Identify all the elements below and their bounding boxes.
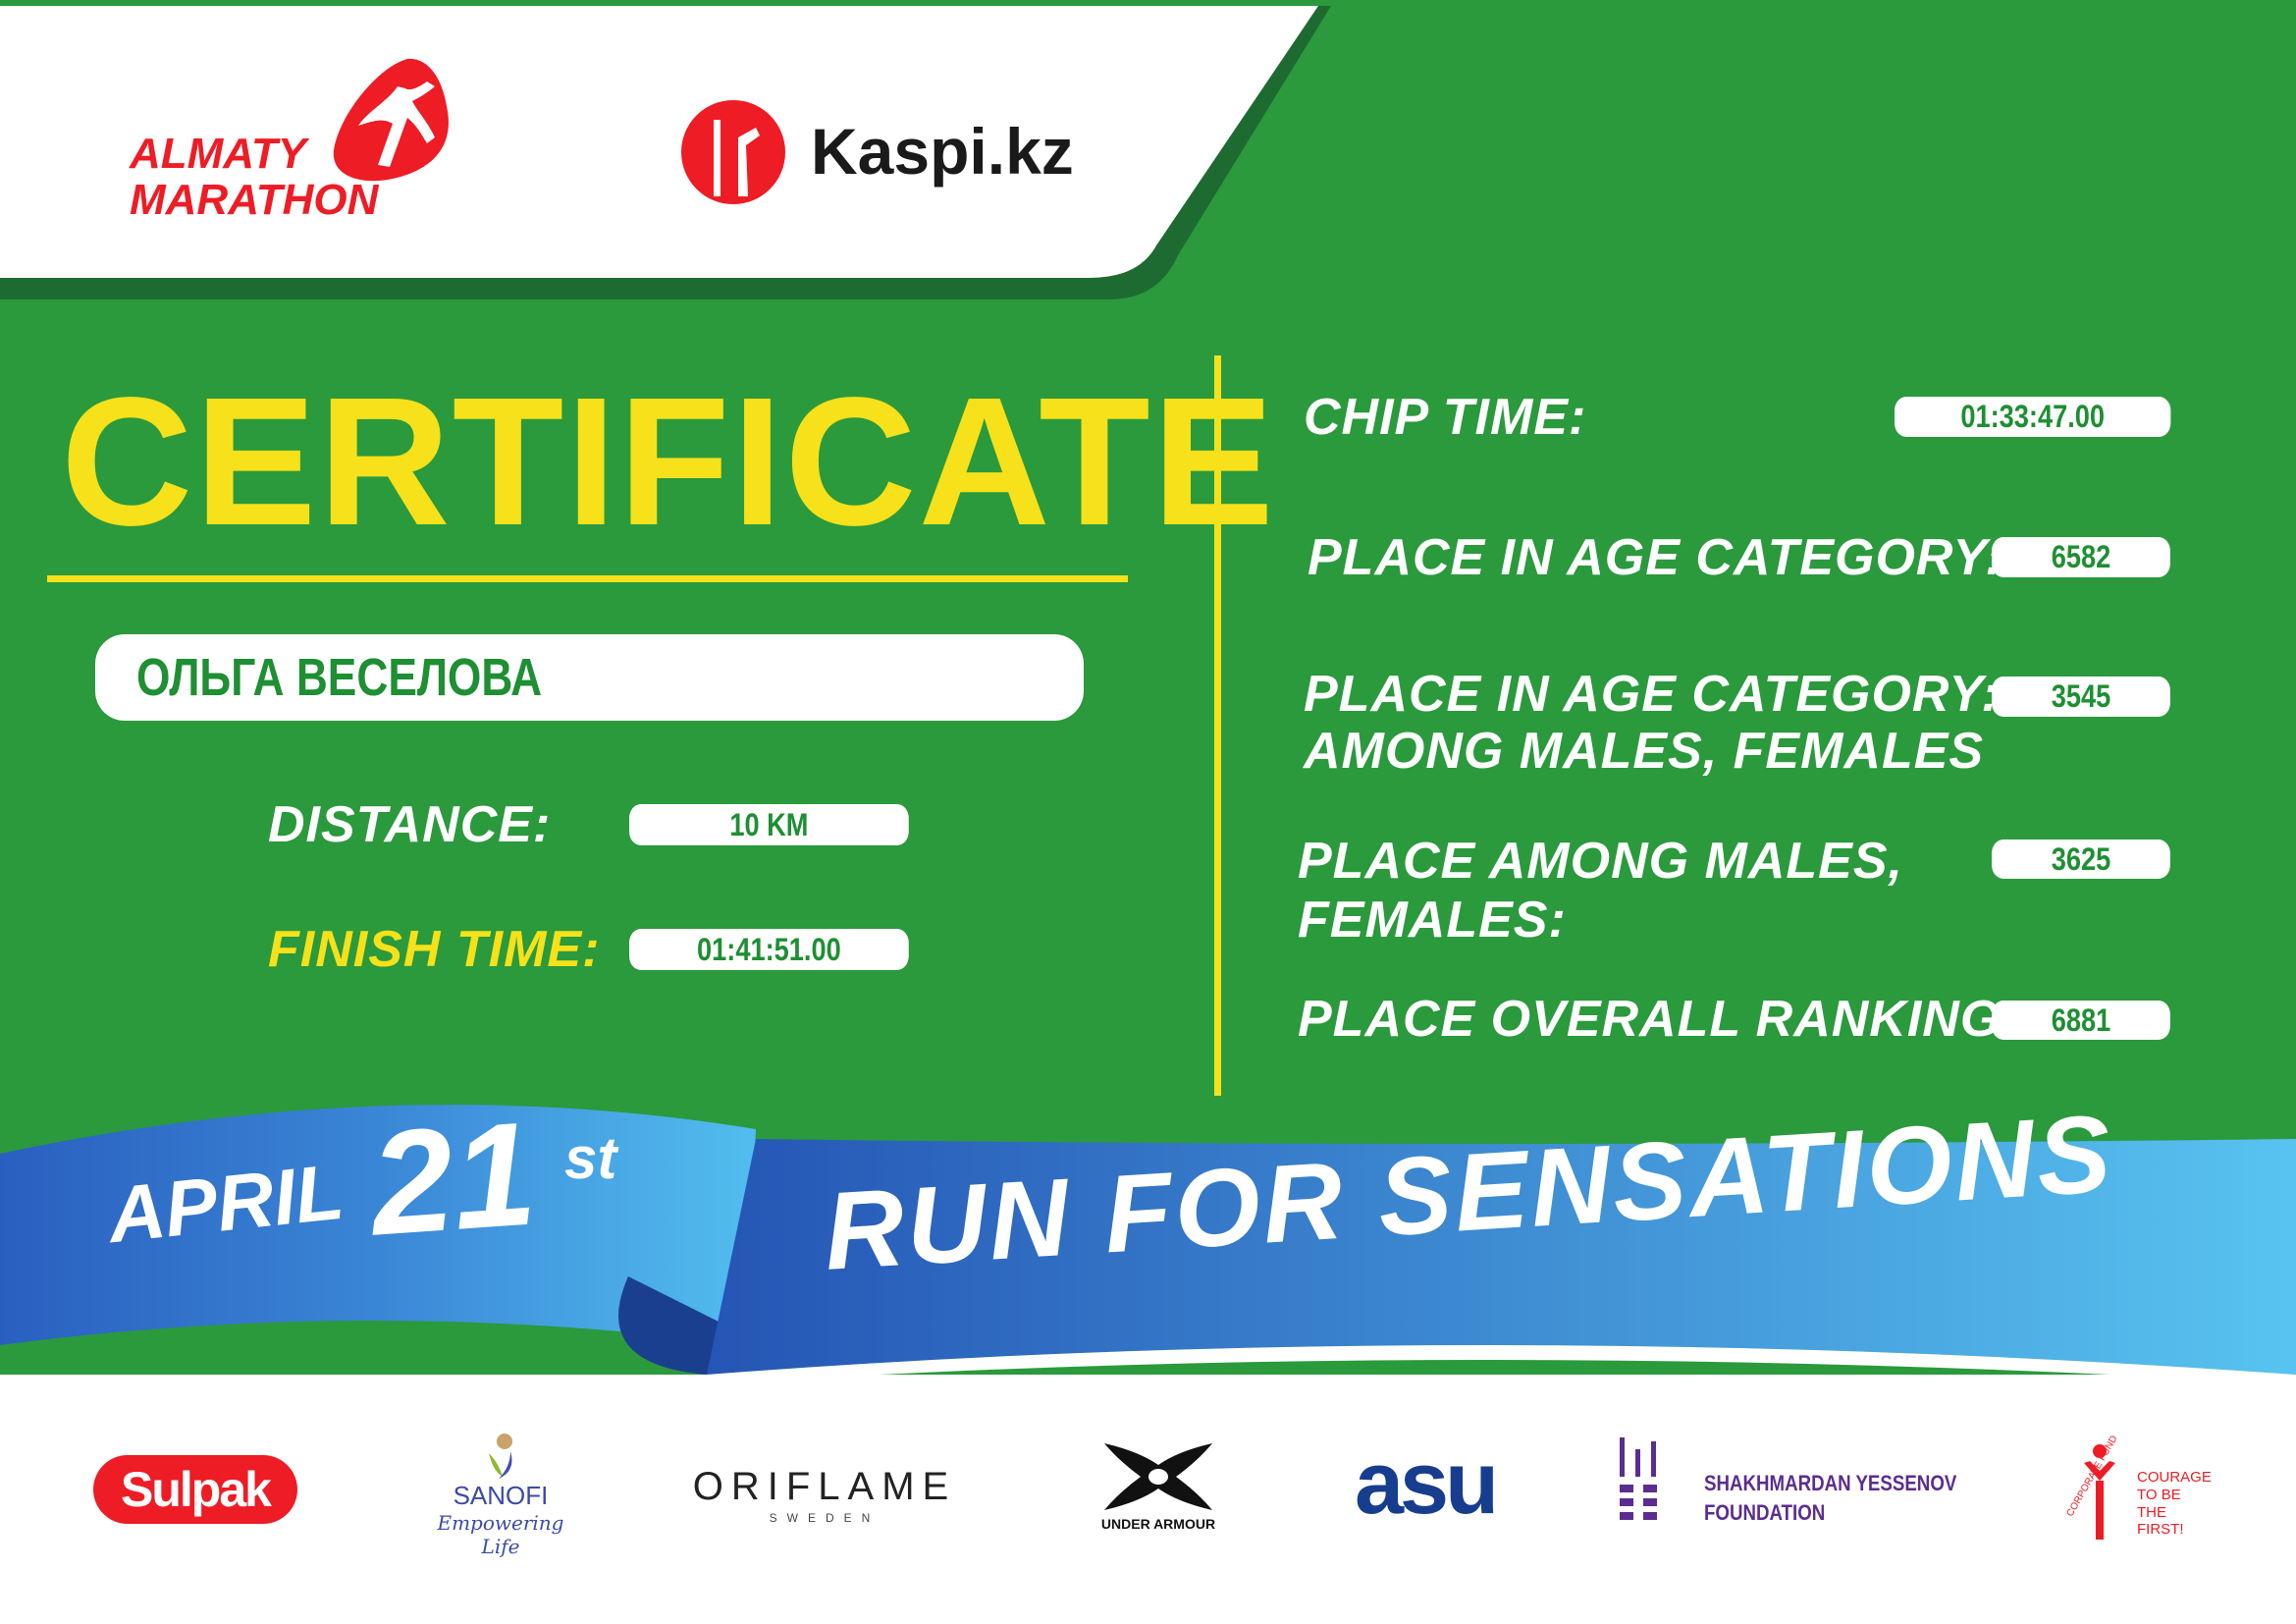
under-armour-text: UNDER ARMOUR	[1100, 1516, 1216, 1532]
yessenov-text-2: FOUNDATION	[1704, 1500, 1826, 1525]
age-category-gender-label-2: AMONG MALES, FEMALES	[1304, 723, 1985, 780]
yessenov-logo: SHAKHMARDAN YESSENOV FOUNDATION	[1618, 1435, 1961, 1525]
age-category-gender-label-1: PLACE IN AGE CATEGORY:	[1304, 666, 2000, 723]
kaspi-wordmark: Kaspi.kz	[811, 115, 1074, 188]
distance-value: 10 KM	[629, 804, 909, 845]
yessenov-text-1: SHAKHMARDAN YESSENOV	[1704, 1471, 1957, 1495]
sanofi-text: SANOFI	[453, 1481, 549, 1510]
distance-label: DISTANCE:	[268, 796, 552, 853]
sanofi-logo: SANOFI Empowering Life	[417, 1432, 584, 1558]
runner-drop-icon	[333, 58, 449, 182]
date-day: 21	[365, 1090, 541, 1267]
overall-ranking-value: 6881	[1992, 1001, 2170, 1040]
chip-time-label: CHIP TIME:	[1304, 389, 1587, 446]
sanofi-tagline: Empowering Life	[437, 1511, 564, 1558]
courage-fund-logo: CORPORATE FUND COURAGE TO BE THE FIRST!	[2056, 1434, 2214, 1540]
sanofi-bird-icon	[489, 1434, 512, 1479]
age-category-value: 6582	[1992, 537, 2170, 577]
place-gender-label-1: PLACE AMONG MALES,	[1298, 833, 1903, 890]
asu-logo: asu	[1355, 1435, 1499, 1533]
overall-ranking-label: PLACE OVERALL RANKING:	[1298, 991, 2019, 1048]
place-gender-label-2: FEMALES:	[1298, 892, 1567, 948]
under-armour-icon	[1104, 1443, 1212, 1510]
brand-line2: MARATHON	[130, 176, 379, 224]
kaspi-people-icon	[681, 100, 785, 204]
sulpak-text: Sulpak	[121, 1462, 272, 1517]
almaty-marathon-logo: ALMATY MARATHON	[128, 57, 461, 234]
age-category-gender-value: 3545	[1992, 677, 2170, 717]
courage-text-3: THE FIRST!	[2137, 1504, 2184, 1538]
oriflame-logo: ORIFLAME SWEDEN	[687, 1465, 962, 1525]
certificate-title: CERTIFICATE	[61, 360, 1276, 564]
sulpak-logo: Sulpak	[93, 1455, 297, 1524]
courage-text-1: COURAGE	[2137, 1469, 2212, 1486]
under-armour-logo: UNDER ARMOUR	[1070, 1441, 1247, 1532]
finish-time-value: 01:41:51.00	[629, 929, 909, 970]
oriflame-text: ORIFLAME	[692, 1465, 957, 1508]
finish-time-label: FINISH TIME:	[268, 921, 601, 978]
age-category-label: PLACE IN AGE CATEGORY:	[1308, 529, 2003, 586]
yessenov-bars-icon	[1620, 1437, 1657, 1520]
participant-name-field: ОЛЬГА ВЕСЕЛОВА	[95, 634, 1084, 721]
courage-text-2: TO BE	[2137, 1487, 2181, 1503]
participant-name: ОЛЬГА ВЕСЕЛОВА	[136, 648, 543, 707]
kaspi-logo: Kaspi.kz	[679, 98, 1074, 206]
oriflame-sub: SWEDEN	[769, 1511, 881, 1525]
chip-time-value: 01:33:47.00	[1895, 397, 2171, 437]
brand-line1: ALMATY	[130, 130, 307, 178]
courage-figure-icon	[2084, 1444, 2115, 1540]
place-gender-value: 3625	[1992, 839, 2170, 879]
date-suffix: st	[564, 1125, 617, 1191]
